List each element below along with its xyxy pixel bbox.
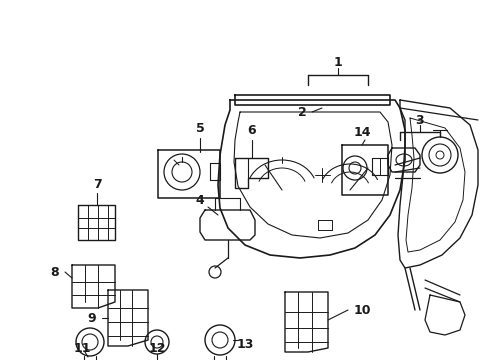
Text: 3: 3 bbox=[415, 113, 424, 126]
Text: 5: 5 bbox=[195, 122, 204, 135]
Text: 7: 7 bbox=[92, 177, 101, 190]
Text: 10: 10 bbox=[352, 303, 370, 316]
Text: 8: 8 bbox=[51, 266, 59, 279]
Text: 11: 11 bbox=[73, 342, 91, 355]
Text: 4: 4 bbox=[195, 194, 204, 207]
Text: 6: 6 bbox=[247, 123, 256, 136]
Text: 9: 9 bbox=[87, 311, 96, 324]
Text: 1: 1 bbox=[333, 55, 342, 68]
Text: 13: 13 bbox=[236, 338, 253, 351]
Text: 14: 14 bbox=[352, 126, 370, 139]
Text: 12: 12 bbox=[148, 342, 165, 355]
Text: 2: 2 bbox=[297, 105, 306, 118]
